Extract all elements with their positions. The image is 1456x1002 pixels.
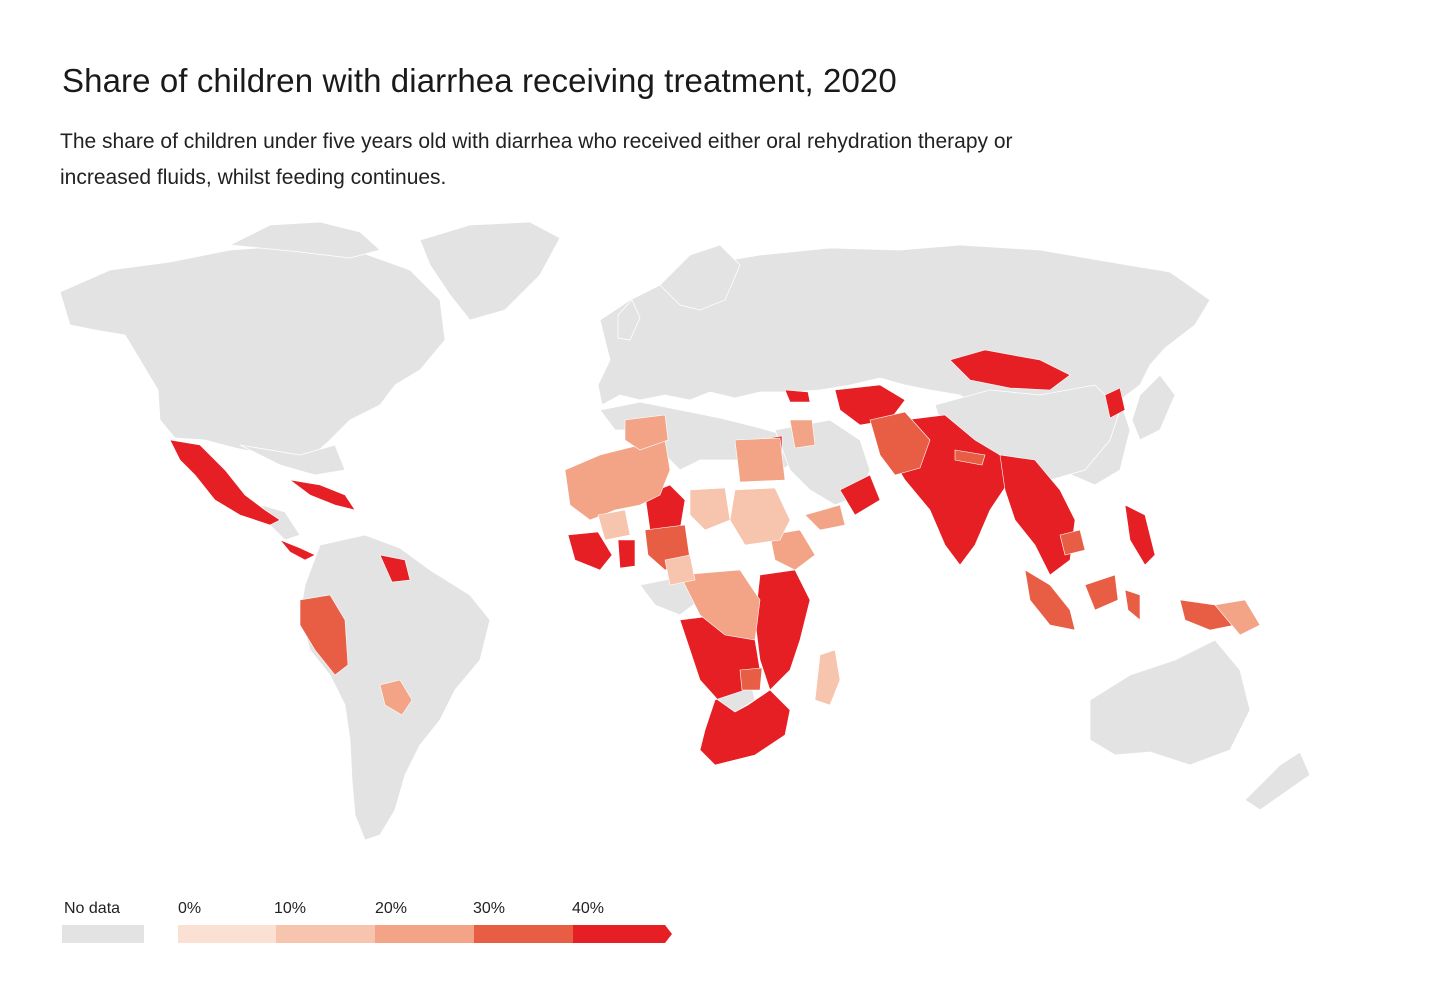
region-guyana-suriname[interactable] — [379, 554, 411, 583]
region-scandinavia[interactable] — [659, 244, 741, 311]
region-paraguay[interactable] — [379, 679, 413, 716]
region-pakistan-afghanistan[interactable] — [869, 411, 931, 476]
region-png[interactable] — [1214, 599, 1261, 636]
legend-swatch-4-arrow — [573, 925, 672, 943]
region-west-africa-coast[interactable] — [567, 531, 613, 571]
region-east-southern-africa[interactable] — [754, 569, 811, 691]
region-cameroon[interactable] — [664, 554, 696, 586]
region-somalia-area[interactable] — [804, 504, 846, 531]
region-uk[interactable] — [617, 299, 641, 341]
legend-swatch-0 — [178, 925, 276, 943]
legend-bin-label: 10% — [274, 900, 307, 917]
region-mongolia[interactable] — [949, 349, 1071, 391]
region-us-south[interactable] — [239, 444, 346, 476]
region-north-korea[interactable] — [1104, 387, 1126, 419]
region-greenland[interactable] — [419, 221, 561, 321]
region-canada-islands[interactable] — [228, 221, 381, 259]
region-new-zealand[interactable] — [1244, 751, 1311, 811]
region-sahel-west[interactable] — [564, 439, 671, 521]
data-regions — [169, 349, 1261, 766]
region-lesotho-eswatini[interactable] — [739, 667, 763, 691]
region-indonesia[interactable] — [1024, 569, 1236, 631]
region-ethiopia[interactable] — [769, 529, 816, 571]
region-central-african[interactable] — [679, 569, 761, 641]
region-sudan[interactable] — [729, 487, 791, 546]
legend: No data 0% 10% 20% 30% 40% — [0, 890, 1456, 950]
region-caucasus[interactable] — [784, 389, 811, 403]
legend-swatch-3 — [474, 925, 573, 943]
region-yemen-oman[interactable] — [839, 474, 881, 516]
region-australia[interactable] — [1089, 639, 1251, 766]
region-caribbean[interactable] — [289, 479, 356, 511]
region-mexico[interactable] — [169, 439, 281, 526]
world-map — [59, 221, 1311, 841]
chart-title: Share of children with diarrhea receivin… — [62, 62, 897, 99]
legend-swatch-2 — [375, 925, 474, 943]
region-ghana-togo[interactable] — [617, 539, 636, 569]
legend-no-data-swatch — [62, 925, 144, 943]
region-japan[interactable] — [1131, 374, 1176, 441]
chart-subtitle: The share of children under five years o… — [60, 130, 1013, 189]
legend-bin-label: 40% — [572, 900, 605, 917]
no-data-regions — [59, 221, 1311, 841]
region-iraq[interactable] — [789, 419, 816, 449]
legend-bin-label: 30% — [473, 900, 506, 917]
region-peru[interactable] — [299, 594, 349, 676]
region-nepal[interactable] — [954, 449, 986, 466]
region-west-africa-inland[interactable] — [597, 509, 631, 541]
region-central-america[interactable] — [279, 539, 316, 561]
region-southeast-asia[interactable] — [999, 454, 1076, 576]
legend-bin-label: 20% — [375, 900, 408, 917]
legend-swatch-1 — [276, 925, 375, 943]
region-egypt[interactable] — [734, 437, 786, 483]
region-madagascar[interactable] — [814, 649, 841, 706]
region-cambodia[interactable] — [1059, 529, 1086, 556]
region-north-america[interactable] — [59, 244, 446, 459]
region-southern-africa-west[interactable] — [679, 614, 791, 766]
region-chad[interactable] — [689, 487, 731, 531]
legend-bin-label: 0% — [178, 900, 202, 917]
region-philippines[interactable] — [1124, 504, 1156, 566]
region-northwest-africa[interactable] — [624, 414, 669, 451]
legend-no-data-label: No data — [64, 900, 121, 917]
